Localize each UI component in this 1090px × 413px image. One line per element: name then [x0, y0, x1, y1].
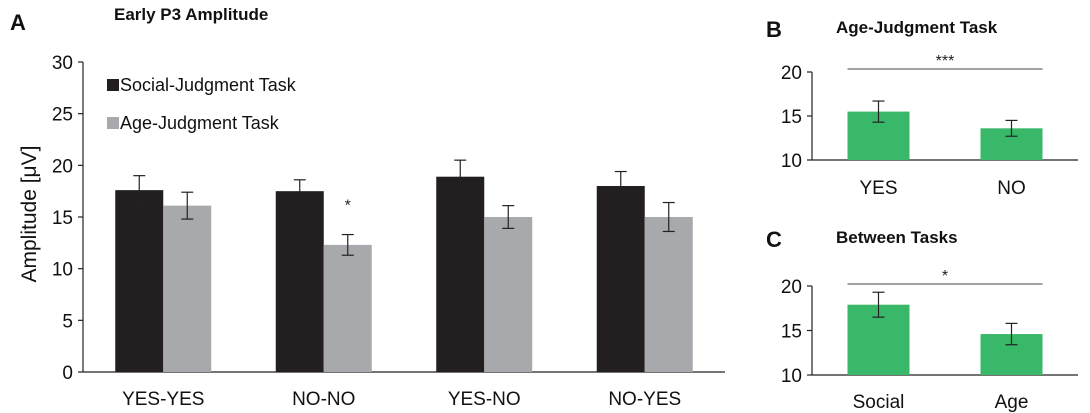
panel-b-significance-label: *** — [936, 53, 955, 70]
panel-c-x-tick-label: Social — [853, 392, 905, 413]
panel-c-y-tick-label: 10 — [781, 366, 802, 387]
panel-a-x-tick-label: NO-YES — [608, 389, 681, 410]
panel-a-y-tick-label: 25 — [52, 105, 73, 126]
panel-a-y-tick-label: 0 — [62, 363, 73, 384]
panel-a-x-tick-label: YES-NO — [448, 389, 521, 410]
panel-b-x-tick-label: NO — [997, 178, 1026, 199]
panel-a-y-tick-label: 15 — [52, 208, 73, 229]
panel-a-letter: A — [10, 10, 26, 35]
panel-a-y-tick-label: 5 — [62, 311, 73, 332]
legend-swatch-social — [107, 79, 119, 91]
panel-a-x-tick-label: YES-YES — [122, 389, 204, 410]
legend-swatch-age — [107, 117, 119, 129]
panel-a-y-tick-label: 10 — [52, 260, 73, 281]
panel-a-bar — [484, 217, 533, 372]
panel-b-title: Age-Judgment Task — [836, 18, 998, 37]
panel-c-title: Between Tasks — [836, 228, 958, 247]
panel-b-y-tick-label: 10 — [781, 151, 802, 172]
panel-a-bar — [644, 217, 693, 372]
panel-a-y-tick-label: 30 — [52, 53, 73, 74]
legend-label-social: Social-Judgment Task — [120, 75, 297, 95]
panel-a-y-tick-label: 20 — [52, 156, 73, 177]
panel-c-y-tick-label: 15 — [781, 322, 802, 343]
panel-a-significance-label: * — [345, 198, 351, 215]
panel-a-axes: 0 5 10 15 20 25 30 YES-YES NO-NO YES-NO NO-YES — [52, 53, 725, 410]
panel-a-bar — [163, 205, 212, 372]
legend-label-age: Age-Judgment Task — [120, 113, 280, 133]
panel-a-title: Early P3 Amplitude — [114, 5, 268, 24]
panel-a-bar — [323, 244, 372, 372]
panel-c-y-tick-label: 20 — [781, 277, 802, 298]
panel-b-x-tick-label: YES — [859, 178, 897, 199]
panel-a-x-tick-label: NO-NO — [292, 389, 355, 410]
panel-a-bar — [275, 191, 324, 372]
panel-c-bars: * — [847, 268, 1043, 375]
panel-c-x-tick-label: Age — [995, 392, 1029, 413]
panel-b-letter: B — [766, 17, 782, 42]
panel-a-bar — [596, 186, 645, 372]
panel-c-letter: C — [766, 227, 782, 252]
panel-a-bars: * — [115, 159, 693, 372]
panel-b-y-tick-label: 20 — [781, 63, 802, 84]
panel-a-y-axis-label: Amplitude [μV] — [18, 146, 41, 283]
panel-b-y-tick-label: 15 — [781, 107, 802, 128]
panel-a-bar — [436, 176, 485, 372]
panel-b: B Age-Judgment Task 10 15 20 YES NO *** — [766, 17, 1078, 199]
panel-a-bar — [115, 190, 164, 372]
panel-a-legend: Social-Judgment Task Age-Judgment Task — [107, 75, 297, 133]
panel-b-bars: *** — [847, 53, 1043, 160]
panel-c: C Between Tasks 10 15 20 Social Age * — [766, 227, 1078, 413]
panel-a: A Early P3 Amplitude Amplitude [μV] Soci… — [10, 5, 725, 410]
panel-c-significance-label: * — [942, 268, 948, 285]
